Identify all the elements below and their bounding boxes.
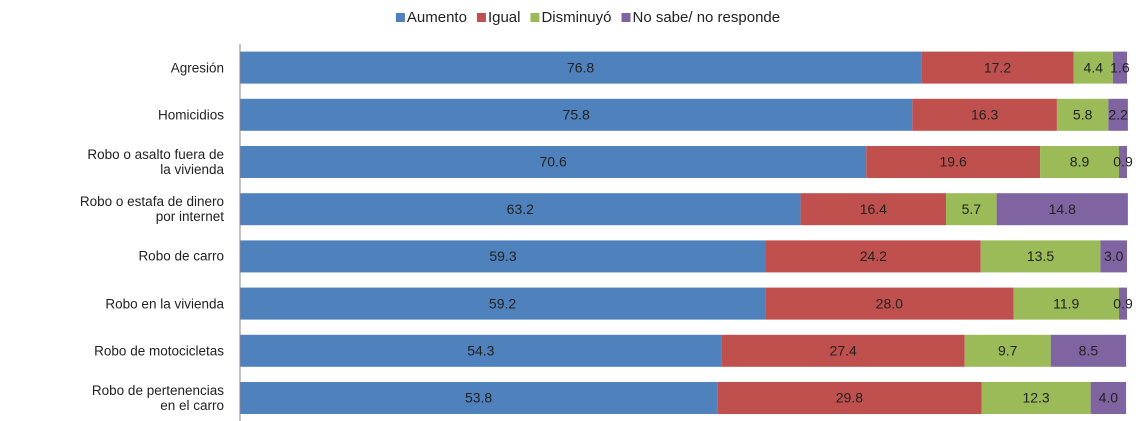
bar-segment — [980, 240, 1101, 273]
category-label: Robo o estafa de dinero por internet — [79, 194, 224, 225]
bar-segment — [1073, 51, 1113, 84]
category-label: Robo de carro — [138, 248, 224, 264]
data-label: 9.7 — [998, 343, 1018, 359]
category-label: Robo de motocicletas — [94, 343, 224, 359]
data-label: 16.4 — [860, 201, 887, 217]
category-label: Robo o asalto fuera de la vivienda — [87, 147, 224, 177]
data-label: 24.2 — [860, 248, 887, 264]
data-label: 11.9 — [1053, 295, 1079, 311]
data-label: 17.2 — [984, 59, 1011, 75]
bar-segment — [765, 240, 981, 273]
data-label: 12.3 — [1022, 390, 1049, 406]
data-label: 28.0 — [876, 295, 903, 311]
bar-segment — [240, 193, 801, 226]
data-label: 5.8 — [1073, 107, 1093, 123]
bar-segment — [1119, 146, 1127, 178]
data-label: 4.4 — [1084, 59, 1104, 75]
data-label: 5.7 — [962, 201, 982, 217]
data-label: 54.3 — [467, 343, 494, 359]
bar-segment — [964, 334, 1051, 367]
data-label: 59.3 — [489, 248, 516, 264]
legend-label: Igual — [488, 9, 521, 26]
data-label: 8.9 — [1070, 154, 1090, 170]
bar-segment — [921, 51, 1074, 84]
bar-segment — [946, 193, 997, 226]
bar-segment — [240, 287, 766, 320]
bar-segment — [866, 146, 1041, 178]
data-label: 8.5 — [1079, 343, 1099, 359]
data-label: 29.8 — [836, 390, 863, 406]
bar-segment — [1112, 51, 1127, 84]
legend-swatch — [621, 13, 631, 22]
category-label: Homicidios — [157, 107, 224, 123]
bar-segment — [800, 193, 947, 226]
bar-segment — [240, 240, 766, 273]
bar-segment — [240, 382, 718, 414]
bar-segment — [912, 98, 1057, 131]
data-label: 0.9 — [1113, 154, 1133, 170]
bar-segment — [240, 334, 722, 367]
data-label: 3.0 — [1104, 248, 1124, 264]
data-label: 59.2 — [489, 295, 516, 311]
data-label: 76.8 — [567, 59, 594, 75]
category-label: Robo de pertenencias en el carro — [91, 383, 224, 413]
data-label: 63.2 — [507, 201, 534, 217]
data-label: 1.6 — [1110, 59, 1130, 75]
legend-label: Aumento — [407, 9, 467, 26]
data-label: 16.3 — [971, 107, 998, 123]
data-label: 27.4 — [830, 343, 857, 359]
data-label: 70.6 — [539, 154, 566, 170]
data-label: 75.8 — [563, 107, 590, 123]
bar-segment — [240, 51, 922, 84]
bar-segment — [1050, 334, 1127, 367]
bar-segment — [1100, 240, 1127, 273]
legend-swatch — [476, 13, 486, 22]
data-label: 19.6 — [940, 154, 967, 170]
category-label: Agresión — [170, 60, 224, 76]
data-label: 4.0 — [1099, 390, 1119, 406]
bar-segment — [765, 287, 1014, 320]
legend-swatch — [530, 13, 540, 22]
data-label: 14.8 — [1049, 201, 1076, 217]
category-label: Robo en la vivienda — [105, 296, 224, 312]
data-label: 53.8 — [465, 390, 492, 406]
bar-segment — [1090, 382, 1127, 414]
bar-segment — [1040, 146, 1120, 178]
data-label: 2.2 — [1108, 107, 1128, 123]
legend-swatch — [395, 13, 405, 22]
bar-segment — [1013, 287, 1120, 320]
bar-segment — [240, 98, 913, 131]
bar-segment — [1108, 98, 1128, 131]
legend-label: No sabe/ no responde — [633, 9, 781, 26]
bar-segment — [721, 334, 965, 367]
data-label: 13.5 — [1027, 248, 1054, 264]
legend-label: Disminuyó — [541, 9, 611, 26]
bar-segment — [1119, 287, 1127, 320]
bar-segment — [981, 382, 1091, 414]
bar-segment — [1056, 98, 1109, 131]
bar-segment — [717, 382, 982, 414]
bar-segment — [240, 146, 867, 178]
bar-segment — [996, 193, 1128, 226]
data-label: 0.9 — [1113, 295, 1133, 311]
